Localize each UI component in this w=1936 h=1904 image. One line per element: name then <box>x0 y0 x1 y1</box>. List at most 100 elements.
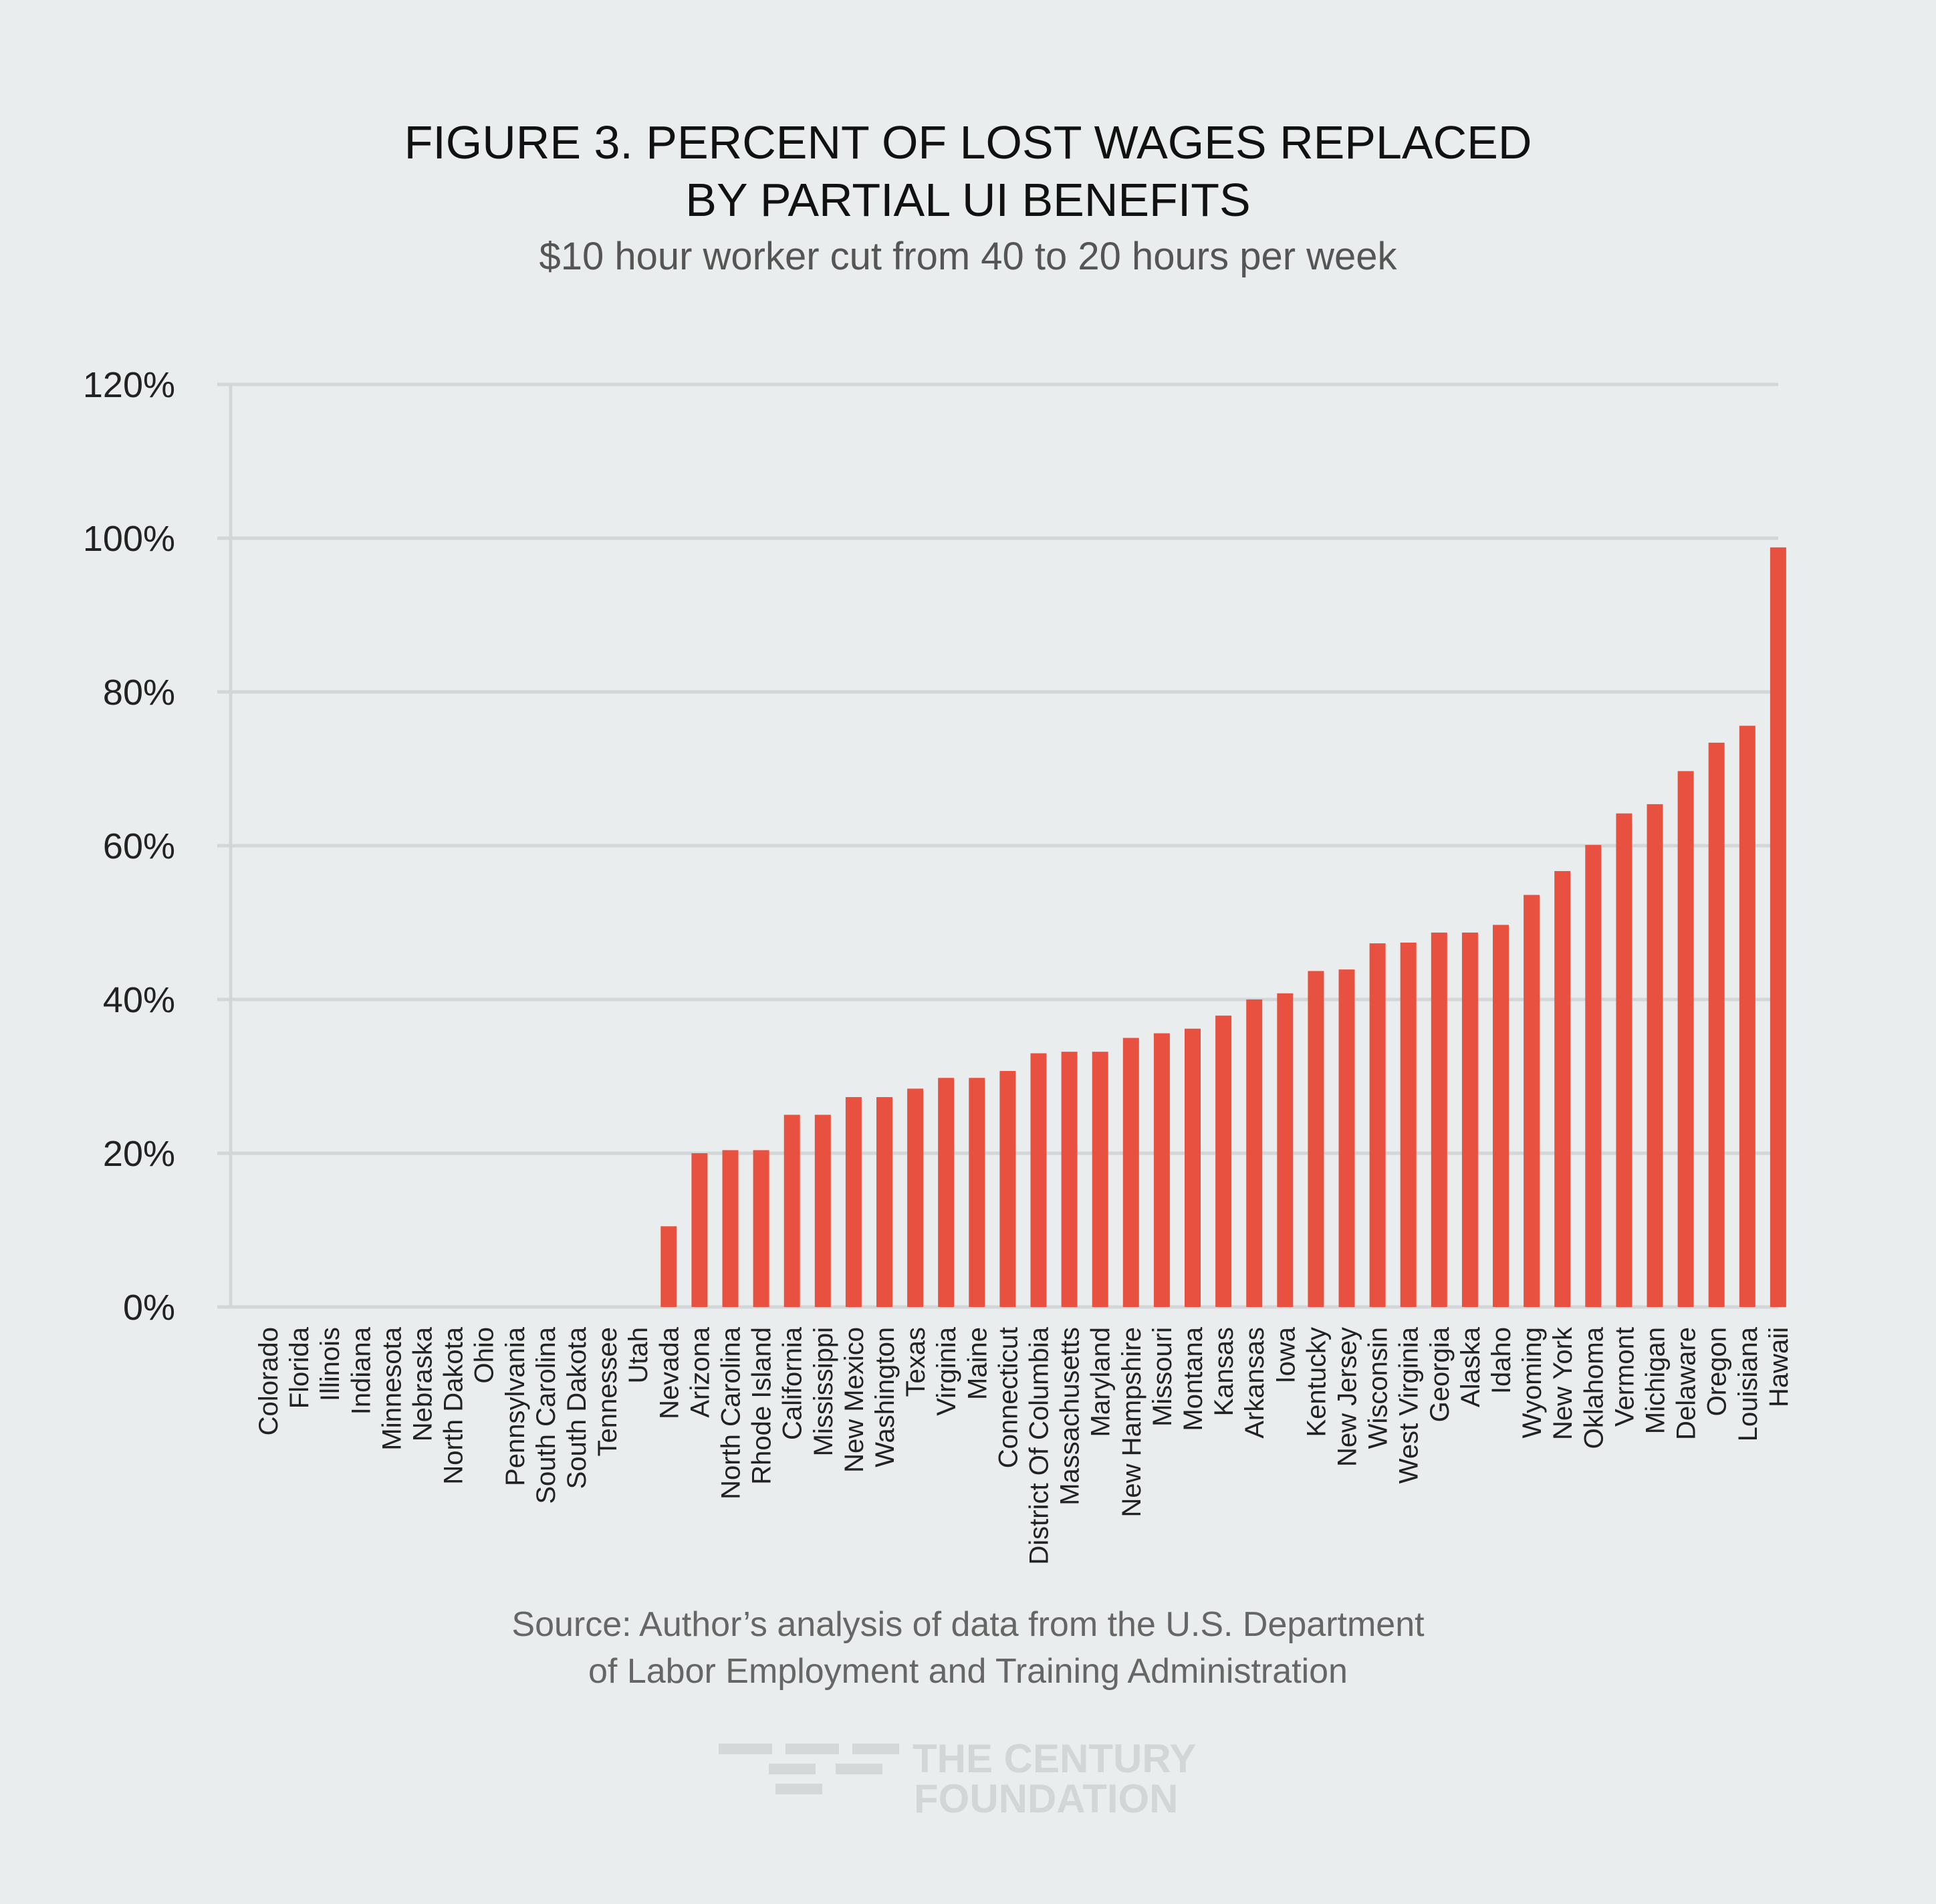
x-tick-label: Illinois <box>316 1327 345 1401</box>
x-tick-label: Louisiana <box>1733 1326 1763 1441</box>
x-tick-label: District Of Columbia <box>1025 1326 1054 1564</box>
logo-text-line-1: THE CENTURY <box>913 1736 1197 1781</box>
bar <box>814 1114 831 1307</box>
x-tick-label: Alaska <box>1456 1326 1485 1407</box>
bar <box>1554 870 1571 1307</box>
x-tick-label: Pennsylvania <box>501 1326 530 1486</box>
x-tick-label: New Jersey <box>1333 1327 1362 1467</box>
bar <box>1616 813 1632 1307</box>
bar <box>1708 742 1725 1307</box>
y-tick-label: 80% <box>103 673 175 713</box>
x-tick-label: California <box>778 1326 808 1440</box>
bar <box>1338 969 1355 1307</box>
x-tick-label: New Hampshire <box>1117 1327 1146 1518</box>
x-tick-label: Missouri <box>1148 1327 1177 1427</box>
x-tick-label: Virginia <box>932 1326 961 1415</box>
bar-chart: 0% 20% 40% 60% 80% 100% 120% Colorado Florida Ill… <box>83 365 1794 1565</box>
x-tick-label: Maine <box>963 1327 992 1400</box>
x-tick-label: South Carolina <box>531 1326 561 1504</box>
logo-bar <box>769 1764 816 1774</box>
logo-bar <box>785 1744 839 1754</box>
bar <box>1246 999 1263 1307</box>
y-tick-label: 40% <box>103 980 175 1020</box>
x-tick-label: Vermont <box>1610 1327 1639 1427</box>
x-tick-label: Tennessee <box>593 1327 622 1456</box>
x-tick-label: New Mexico <box>840 1327 869 1473</box>
x-tick-label: New York <box>1548 1326 1578 1440</box>
bar <box>753 1150 769 1307</box>
x-tick-label: Kentucky <box>1302 1327 1331 1437</box>
x-tick-label: Ohio <box>470 1327 499 1384</box>
bar <box>1770 547 1786 1307</box>
x-tick-label: Delaware <box>1672 1327 1701 1440</box>
bar <box>1493 925 1509 1307</box>
bar <box>1153 1033 1170 1307</box>
x-tick-label: Arkansas <box>1240 1327 1269 1439</box>
x-tick-label: Mississippi <box>809 1327 838 1456</box>
x-tick-label: Rhode Island <box>747 1327 777 1485</box>
bar <box>1215 1016 1232 1307</box>
y-tick-label: 120% <box>83 365 175 405</box>
logo-bar <box>719 1744 772 1754</box>
x-tick-label: Indiana <box>346 1326 376 1415</box>
x-tick-label: Nevada <box>654 1326 684 1419</box>
x-tick-label: Connecticut <box>993 1327 1023 1468</box>
bar <box>1185 1028 1201 1307</box>
source-line-2: of Labor Employment and Training Adminis… <box>588 1652 1348 1691</box>
bar <box>1585 844 1602 1307</box>
chart-subtitle: $10 hour worker cut from 40 to 20 hours … <box>539 235 1397 278</box>
bar <box>1369 943 1386 1307</box>
x-tick-label: Massachusetts <box>1056 1327 1085 1506</box>
x-tick-label: West Virginia <box>1395 1326 1424 1483</box>
x-tick-label: Michigan <box>1641 1327 1671 1434</box>
bar <box>1431 932 1447 1307</box>
y-tick-label: 20% <box>103 1134 175 1174</box>
bar <box>1061 1052 1078 1307</box>
x-tick-label: Florida <box>285 1326 314 1409</box>
x-tick-label: North Dakota <box>439 1326 469 1484</box>
chart-title-line-1: FIGURE 3. PERCENT OF LOST WAGES REPLACED <box>404 116 1532 168</box>
x-tick-label: Colorado <box>254 1327 283 1435</box>
chart-title: FIGURE 3. PERCENT OF LOST WAGES REPLACED… <box>0 114 1936 229</box>
x-tick-label: Montana <box>1179 1326 1208 1431</box>
logo-bar <box>836 1764 882 1774</box>
bar <box>845 1097 862 1307</box>
bar <box>722 1150 739 1307</box>
logo-text-line-2: FOUNDATION <box>914 1776 1179 1821</box>
x-tick-label: Oklahoma <box>1579 1326 1608 1449</box>
bar <box>1524 895 1540 1307</box>
bar <box>691 1153 708 1307</box>
bar <box>1122 1038 1139 1307</box>
x-tick-label: Wyoming <box>1518 1327 1547 1438</box>
x-tick-label: Kansas <box>1209 1327 1239 1416</box>
x-tick-label: Maryland <box>1086 1327 1116 1437</box>
x-tick-label: Nebraska <box>408 1326 438 1441</box>
bar <box>1677 771 1694 1307</box>
logo-bar <box>775 1784 822 1794</box>
x-tick-label: South Dakota <box>562 1326 592 1489</box>
bar <box>999 1070 1016 1307</box>
bar <box>1647 804 1663 1307</box>
bar <box>1400 942 1417 1307</box>
bar <box>876 1097 892 1307</box>
bar <box>660 1226 677 1307</box>
y-tick-label: 0% <box>123 1288 175 1328</box>
bar <box>938 1078 955 1307</box>
y-tick-label: 60% <box>103 826 175 866</box>
x-tick-label: Arizona <box>685 1326 715 1417</box>
x-tick-label: Texas <box>901 1327 931 1397</box>
century-foundation-logo: THE CENTURY FOUNDATION <box>719 1736 1227 1821</box>
chart-title-line-2: BY PARTIAL UI BENEFITS <box>685 174 1251 226</box>
bar <box>1308 971 1324 1307</box>
x-tick-label: Utah <box>624 1327 653 1384</box>
bar <box>907 1088 924 1307</box>
bar <box>1461 932 1478 1307</box>
x-tick-label: North Carolina <box>717 1326 746 1500</box>
x-tick-label: Iowa <box>1271 1326 1300 1383</box>
logo-bar <box>852 1744 899 1754</box>
source-note: Source: Author’s analysis of data from t… <box>0 1601 1936 1695</box>
bar <box>783 1114 800 1307</box>
x-tick-label: Minnesota <box>377 1326 406 1450</box>
bar <box>1277 993 1294 1307</box>
x-tick-label: Idaho <box>1487 1327 1516 1394</box>
